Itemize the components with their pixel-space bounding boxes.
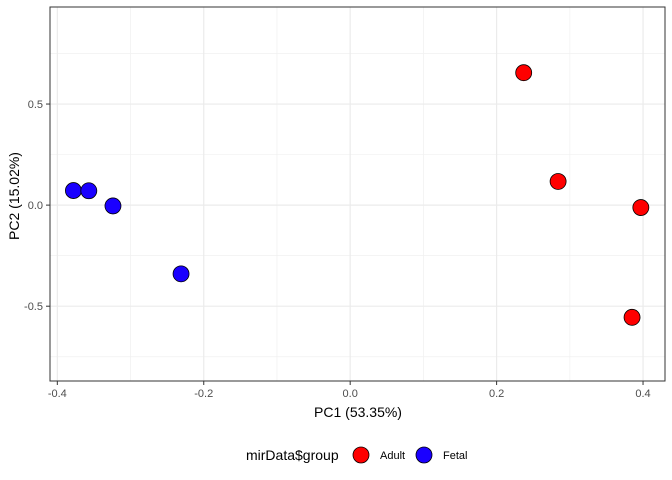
x-axis-ticks: -0.4 -0.2 0.0 0.2 0.4 <box>48 381 651 400</box>
y-axis-ticks: -0.5 0.0 0.5 <box>24 99 50 313</box>
x-tick-label: 0.4 <box>635 388 650 400</box>
data-point-adult <box>632 199 650 216</box>
x-tick-label: 0.2 <box>489 388 504 400</box>
legend-key-adult <box>352 446 370 464</box>
data-point-fetal <box>65 182 82 199</box>
x-tick-label: -0.2 <box>194 388 213 400</box>
legend-key-fetal <box>415 446 433 464</box>
x-tick-label: 0.0 <box>343 388 358 400</box>
x-tick-label: -0.4 <box>48 388 67 400</box>
x-axis-title: PC1 (53.35%) <box>314 404 402 420</box>
y-tick-label: 0.5 <box>28 99 43 111</box>
minor-gridlines <box>50 7 665 381</box>
data-point-fetal <box>104 197 122 215</box>
legend-title: mirData$group <box>246 447 339 463</box>
y-tick-label: -0.5 <box>24 301 43 313</box>
data-points <box>65 64 650 326</box>
plot-panel-border <box>49 6 666 382</box>
data-point-fetal <box>80 182 98 200</box>
data-point-adult <box>515 64 533 82</box>
legend-label-adult: Adult <box>380 450 405 462</box>
legend-label-fetal: Fetal <box>443 450 467 462</box>
data-point-adult <box>623 308 641 326</box>
y-tick-label: 0.0 <box>28 200 43 212</box>
legend: mirData$group Adult Fetal <box>246 446 467 464</box>
data-point-adult <box>549 173 567 190</box>
major-gridlines <box>50 7 665 381</box>
y-axis-title: PC2 (15.02%) <box>6 152 22 240</box>
data-point-fetal <box>172 265 190 283</box>
